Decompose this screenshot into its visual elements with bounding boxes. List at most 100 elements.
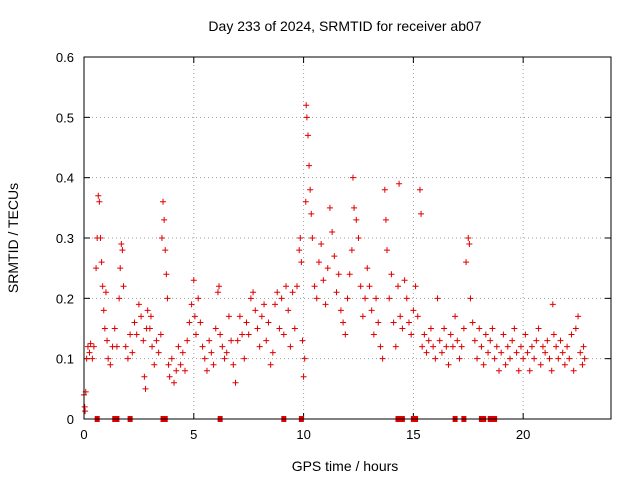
data-point [469,319,476,326]
data-point [456,355,463,362]
data-point [465,235,472,241]
data-point [276,325,283,332]
data-point [355,235,362,241]
data-point [197,319,204,326]
data-point [377,343,384,350]
data-point [274,289,281,296]
data-point [414,313,421,320]
data-point [370,331,377,338]
y-tick-label: 0.6 [56,50,74,65]
data-point [131,319,138,326]
data-point [182,367,189,374]
data-point [203,367,210,374]
data-point [177,361,184,368]
data-point [278,295,285,302]
data-point [555,355,562,362]
data-point [535,325,542,332]
data-point [166,373,173,380]
data-point [467,295,474,302]
y-tick-label: 0.3 [56,231,74,246]
data-point [107,361,114,368]
data-point [164,295,171,302]
data-point [234,337,241,344]
data-point [320,277,327,284]
data-point [161,216,168,223]
data-point [201,355,208,362]
data-point [254,325,261,332]
data-point [566,355,573,362]
data-point [531,355,538,362]
data-point [520,355,527,362]
data-point [395,283,402,290]
data-point [524,349,531,356]
data-point [82,408,89,415]
data-point [421,331,428,338]
data-point [272,301,279,308]
data-point [511,325,518,332]
data-point [454,337,461,344]
plot-frame [83,56,612,420]
data-point [173,367,180,374]
data-point [405,319,412,326]
data-point [280,331,287,338]
data-point [117,265,124,272]
data-point [192,331,199,338]
data-point [362,295,369,302]
data-point [324,265,331,272]
data-point [285,307,292,314]
data-point [373,295,380,302]
data-point [348,247,355,254]
data-point [357,283,364,290]
data-point [301,355,308,362]
data-point [147,313,154,320]
data-point [124,355,131,362]
data-point [306,162,313,169]
data-point [346,271,353,278]
data-point [223,349,230,356]
data-point [155,349,162,356]
data-point [214,289,221,296]
x-tick-label: 10 [296,427,310,442]
data-point [340,319,347,326]
data-point [500,331,507,338]
data-point [149,343,156,350]
data-point [403,295,410,302]
data-point [206,337,213,344]
data-point [127,331,134,338]
data-point [419,343,426,350]
data-point [232,379,239,386]
data-point [102,289,109,296]
data-point [487,337,494,344]
data-point [416,186,423,193]
data-point [379,355,386,362]
data-point [382,216,389,223]
data-point [116,295,123,302]
data-point [425,337,432,344]
data-point [489,325,496,332]
data-point [326,204,333,211]
data-point [258,313,265,320]
data-point [122,343,129,350]
data-point [474,355,481,362]
x-tick-label: 15 [406,427,420,442]
data-point [441,325,448,332]
data-point [544,337,551,344]
data-point [575,313,582,320]
data-point [163,271,170,278]
data-point [436,337,443,344]
data-point [353,216,360,223]
data-point [397,313,404,320]
data-point [308,210,315,217]
y-tick-label: 0.1 [56,352,74,367]
data-point [291,325,298,332]
data-point [303,114,310,121]
data-point [528,343,535,350]
data-point [432,355,439,362]
x-tick-label: 20 [516,427,530,442]
data-point [241,355,248,362]
data-point [243,319,250,326]
data-point [493,343,500,350]
data-point [564,343,571,350]
data-point [427,325,434,332]
data-point [335,271,342,278]
